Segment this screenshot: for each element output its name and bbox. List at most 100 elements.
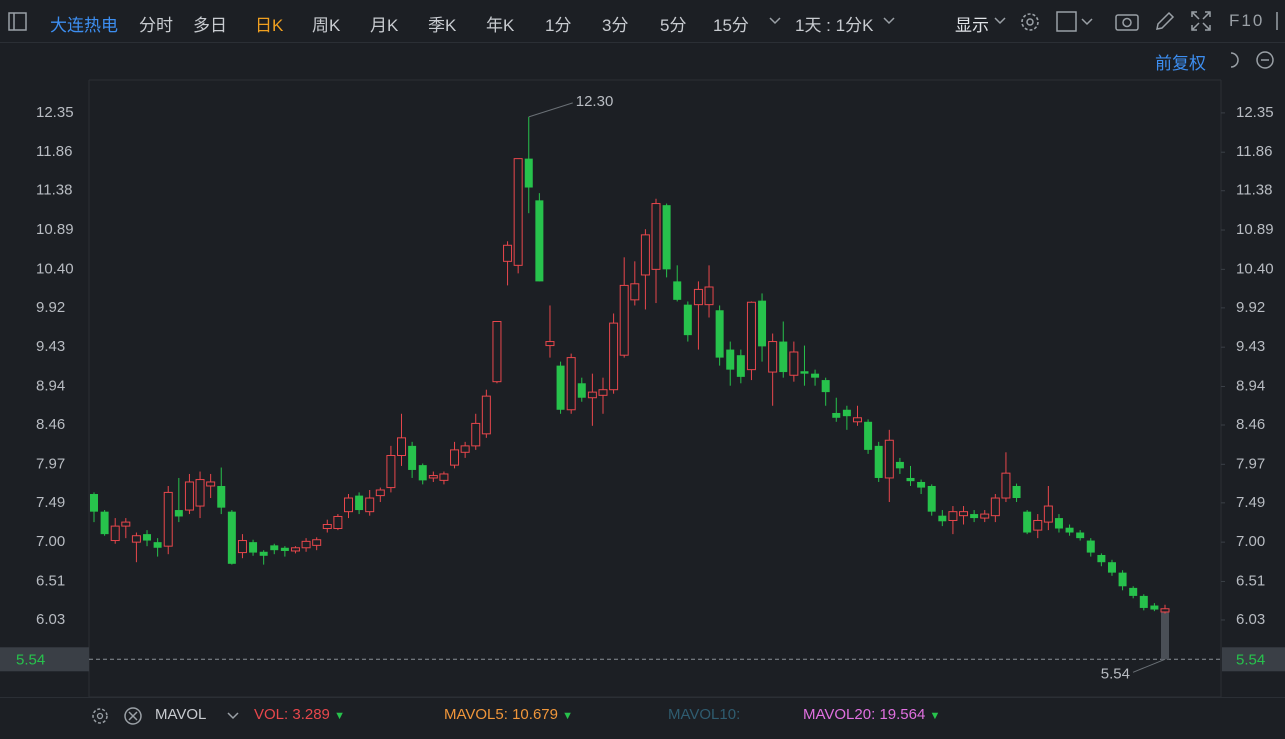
period-tab[interactable]: 15分: [713, 16, 749, 35]
candle-body: [864, 421, 873, 450]
candle-body: [301, 540, 311, 549]
candle-body: [556, 365, 565, 410]
candle-body: [249, 542, 258, 553]
fullscreen-icon[interactable]: [1189, 9, 1213, 33]
candle-body: [1086, 540, 1095, 553]
period-tab[interactable]: 年K: [486, 16, 515, 35]
draw-tool-icon[interactable]: [1056, 11, 1096, 33]
period-tab[interactable]: 5分: [660, 16, 687, 35]
candle-body: [290, 547, 300, 552]
candle-body: [90, 494, 98, 512]
adjust-mode[interactable]: 前复权: [1155, 54, 1206, 73]
period-tab[interactable]: 多日: [193, 16, 227, 35]
candle-body: [1160, 608, 1170, 613]
candle-body: [768, 341, 778, 373]
adjust-icons[interactable]: [1226, 50, 1276, 70]
y-tick-label-right: 7.49: [1236, 494, 1265, 511]
candle-body: [418, 465, 427, 481]
vol-label: VOL:: [254, 706, 289, 723]
candle-body: [906, 477, 915, 482]
pen-icon[interactable]: [1153, 10, 1177, 32]
candle-body: [365, 497, 375, 513]
y-tick-label: 10.89: [36, 221, 74, 238]
stock-name[interactable]: 大连热电: [50, 16, 118, 35]
vol-readout: VOL: 3.289 ▼: [254, 706, 345, 723]
candle-body: [948, 511, 958, 521]
candle-body: [1033, 519, 1043, 531]
display-menu[interactable]: 显示: [955, 16, 989, 35]
y-tick-label: 11.38: [36, 182, 72, 199]
y-tick-label-right: 6.51: [1236, 572, 1265, 589]
candle-body: [153, 542, 162, 548]
candle-body: [460, 445, 470, 453]
range-select[interactable]: 1天 : 1分K: [795, 16, 874, 35]
y-tick-label-right: 8.94: [1236, 377, 1265, 394]
candle-body: [577, 383, 586, 398]
dropdown-icon[interactable]: [768, 15, 782, 27]
mavol20-value: 19.564: [879, 706, 926, 723]
mavol10-label: MAVOL10:: [668, 706, 741, 723]
candle-body: [206, 481, 216, 487]
y-tick-label-right: 10.89: [1236, 221, 1274, 238]
candle-body: [566, 357, 576, 411]
candle-body: [450, 449, 460, 466]
candle-body: [693, 288, 703, 306]
indicator-icons[interactable]: [89, 705, 149, 727]
edge-icon: [1276, 12, 1278, 30]
dropdown-icon[interactable]: [882, 15, 896, 27]
candle-body: [1001, 472, 1011, 499]
period-tab[interactable]: 分时: [139, 16, 173, 35]
candle-body: [131, 535, 141, 543]
down-arrow: ▼: [929, 710, 941, 722]
high-label: 12.30: [576, 93, 614, 110]
toolbar: 大连热电 分时 多日 日K 周K 月K 季K 年K 1分 3分 5分 15分 1…: [0, 0, 1285, 43]
last-price-box-right: [1222, 647, 1285, 672]
candle-body: [1097, 554, 1106, 563]
camera-icon[interactable]: [1114, 10, 1140, 32]
candle-body: [938, 515, 947, 522]
candle-body: [980, 513, 990, 519]
period-tab[interactable]: 季K: [428, 16, 457, 35]
candle-body: [726, 349, 735, 370]
candle-body: [174, 510, 183, 517]
low-label: 5.54: [1101, 665, 1130, 682]
candle-body: [927, 485, 936, 512]
candle-body: [1107, 562, 1116, 573]
candle-body: [1012, 485, 1021, 499]
y-tick-label: 7.97: [36, 455, 65, 472]
candle-body: [758, 300, 767, 347]
f10-button[interactable]: F10: [1229, 11, 1265, 30]
period-tab[interactable]: 月K: [370, 16, 399, 35]
y-tick-label-right: 6.03: [1236, 611, 1265, 628]
period-tab[interactable]: 1分: [545, 16, 572, 35]
candle-body: [662, 205, 671, 270]
candle-body: [439, 473, 449, 481]
candle-body: [715, 310, 724, 358]
candle-body: [1023, 511, 1032, 533]
candle-body: [217, 485, 226, 508]
last-price-label-right: 5.54: [1236, 651, 1265, 668]
candle-body: [736, 355, 745, 377]
candle-body: [630, 283, 640, 301]
candle-body: [1129, 587, 1138, 596]
candle-body: [163, 491, 173, 547]
indicator-name[interactable]: MAVOL: [155, 706, 207, 723]
candle-body: [333, 515, 343, 530]
dropdown-icon[interactable]: [226, 710, 240, 722]
candle-body: [1065, 527, 1074, 533]
y-tick-label: 7.49: [36, 494, 65, 511]
period-tab-active[interactable]: 日K: [255, 16, 284, 35]
layout-icon[interactable]: [8, 12, 28, 32]
dropdown-icon[interactable]: [993, 15, 1007, 27]
candle-body: [1076, 532, 1085, 539]
candle-body: [386, 454, 396, 489]
y-tick-label: 10.40: [36, 260, 74, 277]
settings-icon[interactable]: [1018, 10, 1042, 34]
mavol10-readout: MAVOL10:: [668, 706, 740, 723]
period-tab[interactable]: 周K: [312, 16, 341, 35]
candle-body: [821, 380, 830, 393]
period-tab[interactable]: 3分: [602, 16, 629, 35]
candle-body: [990, 497, 1000, 517]
y-tick-label: 8.46: [36, 416, 65, 433]
candle-body: [195, 479, 205, 507]
